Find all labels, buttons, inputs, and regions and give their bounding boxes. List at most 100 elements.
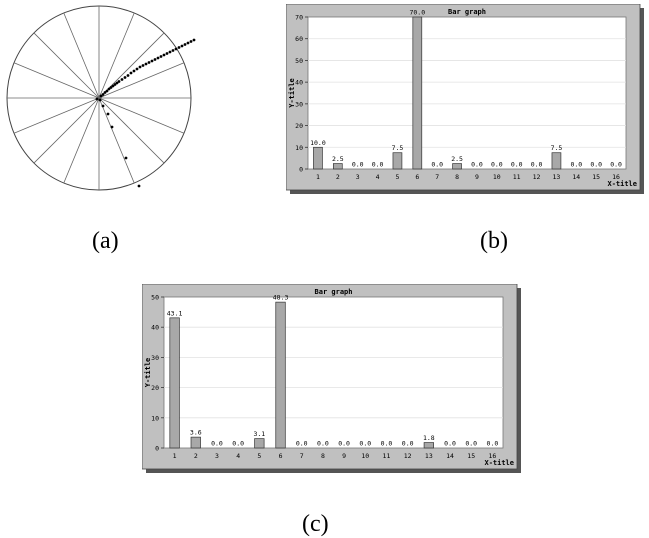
data-label: 0.0 [211,440,223,448]
bar [169,317,180,449]
data-point [105,89,109,93]
data-point [110,125,114,129]
data-label: 0.0 [372,161,384,169]
data-point [174,47,178,51]
bar [332,163,343,170]
x-axis-title: X-title [484,459,514,467]
data-label: 0.0 [590,161,602,169]
data-point [135,67,139,71]
plot-area [307,16,627,170]
data-point [189,40,193,43]
bar [254,438,265,449]
data-point [159,55,163,58]
bar-graph-b: 01020304050607010.012.520.030.047.5570.0… [286,4,644,194]
y-tick-label: 20 [151,384,159,392]
data-label: 2.5 [451,155,463,163]
sector-line [13,97,100,134]
x-tick-label: 12 [533,173,541,181]
y-tick-label: 60 [295,35,303,43]
data-label: 0.0 [317,440,329,448]
data-point [101,93,105,96]
x-tick-label: 7 [300,452,304,460]
data-point [123,76,127,79]
data-point [115,81,119,85]
data-label: 0.0 [444,440,456,448]
bar [412,16,423,170]
data-point [180,44,184,48]
x-tick-label: 15 [467,452,475,460]
data-point [147,61,151,64]
y-tick-label: 0 [299,166,303,174]
x-axis-title: X-title [607,180,637,188]
data-label: 43.1 [167,309,183,317]
chart-title: Bar graph [448,8,486,16]
bar [313,146,323,170]
x-tick-label: 4 [236,452,240,460]
x-tick-label: 13 [425,452,433,460]
data-point [192,38,196,42]
bar [190,436,201,449]
y-tick-label: 70 [295,14,303,22]
sector-line [98,12,135,99]
x-tick-label: 6 [415,173,419,181]
data-point [165,52,169,55]
sector-line [33,97,100,164]
bar [392,152,403,170]
data-point [183,43,187,46]
data-label: 7.5 [551,144,563,152]
data-label: 0.0 [338,440,350,448]
x-tick-label: 8 [321,452,325,460]
y-tick-label: 40 [295,79,303,87]
data-point [171,49,175,52]
data-point [98,98,102,102]
sector-line [98,62,185,99]
y-tick-label: 30 [151,354,159,362]
data-point [186,41,190,45]
data-point [117,80,121,83]
data-label: 0.0 [465,440,477,448]
sector-line [63,12,100,99]
bar [452,163,462,170]
data-point [137,184,141,188]
bar [275,301,286,449]
data-label: 0.0 [381,440,393,448]
y-tick-label: 10 [295,144,303,152]
data-point [113,83,117,86]
data-point [132,69,136,73]
polar-sector-plot [6,5,196,191]
x-tick-label: 14 [446,452,454,460]
data-point [162,53,166,57]
data-point [150,59,154,63]
data-label: 2.5 [332,155,344,163]
x-tick-label: 16 [488,452,496,460]
panel-label-a: (a) [92,228,119,254]
x-tick-label: 3 [356,173,360,181]
data-point [106,112,110,116]
data-point [168,50,172,54]
data-point [101,104,105,108]
data-point [129,71,133,75]
data-point [111,84,115,88]
x-tick-label: 15 [592,173,600,181]
x-tick-label: 1 [316,173,320,181]
data-point [177,46,181,49]
data-label: 0.0 [296,440,308,448]
x-tick-label: 1 [173,452,177,460]
data-label: 0.0 [610,161,622,169]
data-point [99,94,103,98]
data-point [103,91,107,94]
data-label: 3.6 [190,429,202,437]
y-tick-label: 0 [155,445,159,453]
data-label: 3.1 [253,430,265,438]
x-tick-label: 16 [612,173,620,181]
chart-title: Bar graph [315,288,353,296]
data-point [126,74,130,77]
x-tick-label: 6 [279,452,283,460]
sector-line [63,97,100,184]
data-label: 0.0 [511,161,523,169]
sector-line [98,97,135,184]
y-tick-label: 50 [295,57,303,65]
data-label: 0.0 [487,440,499,448]
y-tick-label: 20 [295,122,303,130]
x-tick-label: 5 [257,452,261,460]
